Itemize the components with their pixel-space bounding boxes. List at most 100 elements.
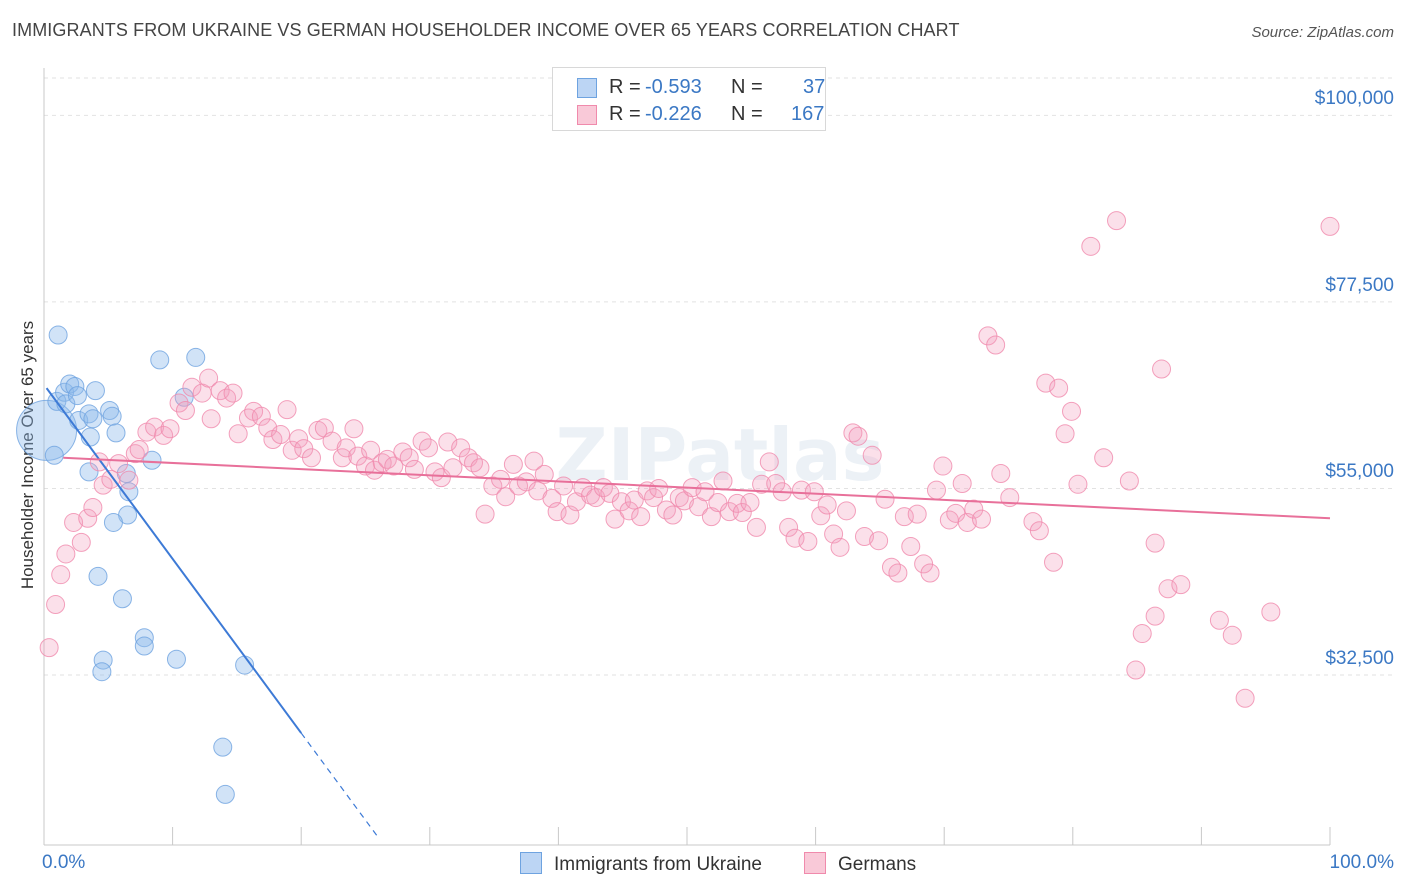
germans-point (644, 488, 664, 508)
chart-title: IMMIGRANTS FROM UKRAINE VS GERMAN HOUSEH… (12, 20, 960, 40)
germans-point (888, 563, 908, 583)
germans-point (1081, 236, 1101, 256)
germans-point (356, 456, 375, 476)
germans-point (1107, 211, 1127, 231)
germans-point (534, 464, 554, 484)
germans-point (971, 509, 991, 529)
ukraine-point (102, 406, 122, 426)
ukraine-point (48, 325, 68, 345)
germans-point (586, 488, 606, 508)
germans-point (862, 445, 882, 465)
germans-point (332, 448, 352, 468)
ukraine-point (88, 566, 108, 586)
germans-point (964, 499, 984, 519)
germans-point (443, 458, 463, 478)
germans-point (344, 419, 364, 439)
legend-swatch-germans (804, 852, 826, 874)
germans-point (101, 469, 121, 489)
germans-point (1049, 378, 1069, 398)
ukraine-point (103, 512, 123, 532)
germans-point (746, 517, 766, 537)
germans-point (811, 506, 831, 526)
germans-point (619, 501, 639, 521)
germans-point (365, 460, 385, 480)
germans-point (1029, 521, 1049, 541)
germans-point (228, 424, 248, 444)
germans-point (322, 431, 342, 451)
germans-point (952, 473, 972, 493)
germans-point (1261, 602, 1281, 622)
germans-point (475, 504, 495, 524)
germans-point (1119, 471, 1139, 491)
ukraine-point (92, 662, 112, 682)
ukraine-point (85, 381, 105, 401)
germans-point (277, 400, 297, 420)
germans-point (524, 451, 544, 471)
n-label: N = (731, 76, 763, 98)
germans-point (547, 502, 567, 522)
germans-point (752, 474, 772, 494)
legend-label-germans: Germans (838, 854, 917, 875)
r-label: R = (609, 76, 641, 98)
source-credit: Source: ZipAtlas.com (1251, 24, 1394, 41)
germans-point (160, 419, 180, 439)
germans-point (289, 429, 309, 449)
germans-point (182, 377, 202, 397)
ukraine-point (112, 589, 132, 609)
germans-point (830, 537, 850, 557)
legend-item-ukraine[interactable]: Immigrants from Ukraine (520, 852, 762, 876)
germans-point (251, 406, 271, 426)
germans-point (1152, 359, 1172, 379)
germans-point (419, 438, 439, 458)
ukraine-point (83, 409, 103, 429)
germans-point (1068, 474, 1088, 494)
germans-point (201, 409, 221, 429)
germans-point (451, 438, 471, 458)
germans-point (1145, 606, 1165, 626)
germans-point (109, 454, 129, 474)
correlation-stats-box: R = -0.593 N = 37 R = -0.226 N = 167 (552, 67, 826, 131)
ukraine-point (134, 636, 154, 656)
germans-point (631, 507, 651, 527)
germans-point (1062, 401, 1082, 421)
germans-point (1145, 533, 1165, 553)
germans-point (119, 470, 139, 490)
germans-point (78, 508, 98, 528)
x-tick-max: 100.0% (1329, 852, 1394, 873)
germans-point (624, 490, 644, 510)
germans-point (348, 446, 368, 466)
germans-point (759, 452, 779, 472)
y-tick-label: $77,500 (1325, 274, 1394, 296)
ukraine-point (60, 374, 80, 394)
germans-point (732, 502, 752, 522)
germans-point (907, 504, 927, 524)
germans-point (83, 498, 103, 518)
germans-point (39, 638, 59, 658)
germans-point (503, 454, 523, 474)
germans-point (384, 456, 404, 476)
germans-point (779, 517, 799, 537)
ukraine-point (213, 737, 233, 757)
y-tick-label: $32,500 (1325, 648, 1394, 670)
y-tick-label: $55,000 (1325, 461, 1394, 483)
n-value: 37 (803, 76, 826, 98)
germans-point (223, 383, 243, 403)
germans-point (1320, 216, 1340, 236)
ukraine-swatch (577, 78, 597, 98)
germans-point (483, 476, 503, 496)
germans-point (848, 426, 868, 446)
germans-point (669, 488, 689, 508)
germans-point (663, 505, 683, 525)
germans-point (785, 528, 805, 548)
r-label: R = (609, 103, 641, 125)
legend-item-germans[interactable]: Germans (804, 852, 916, 876)
germans-point (713, 471, 733, 491)
germans-point (649, 478, 669, 498)
germans-point (926, 480, 946, 500)
germans-point (93, 475, 113, 495)
germans-point (854, 527, 874, 547)
germans-point (1126, 660, 1146, 680)
ukraine-point (186, 347, 206, 367)
n-value: 167 (791, 103, 825, 125)
